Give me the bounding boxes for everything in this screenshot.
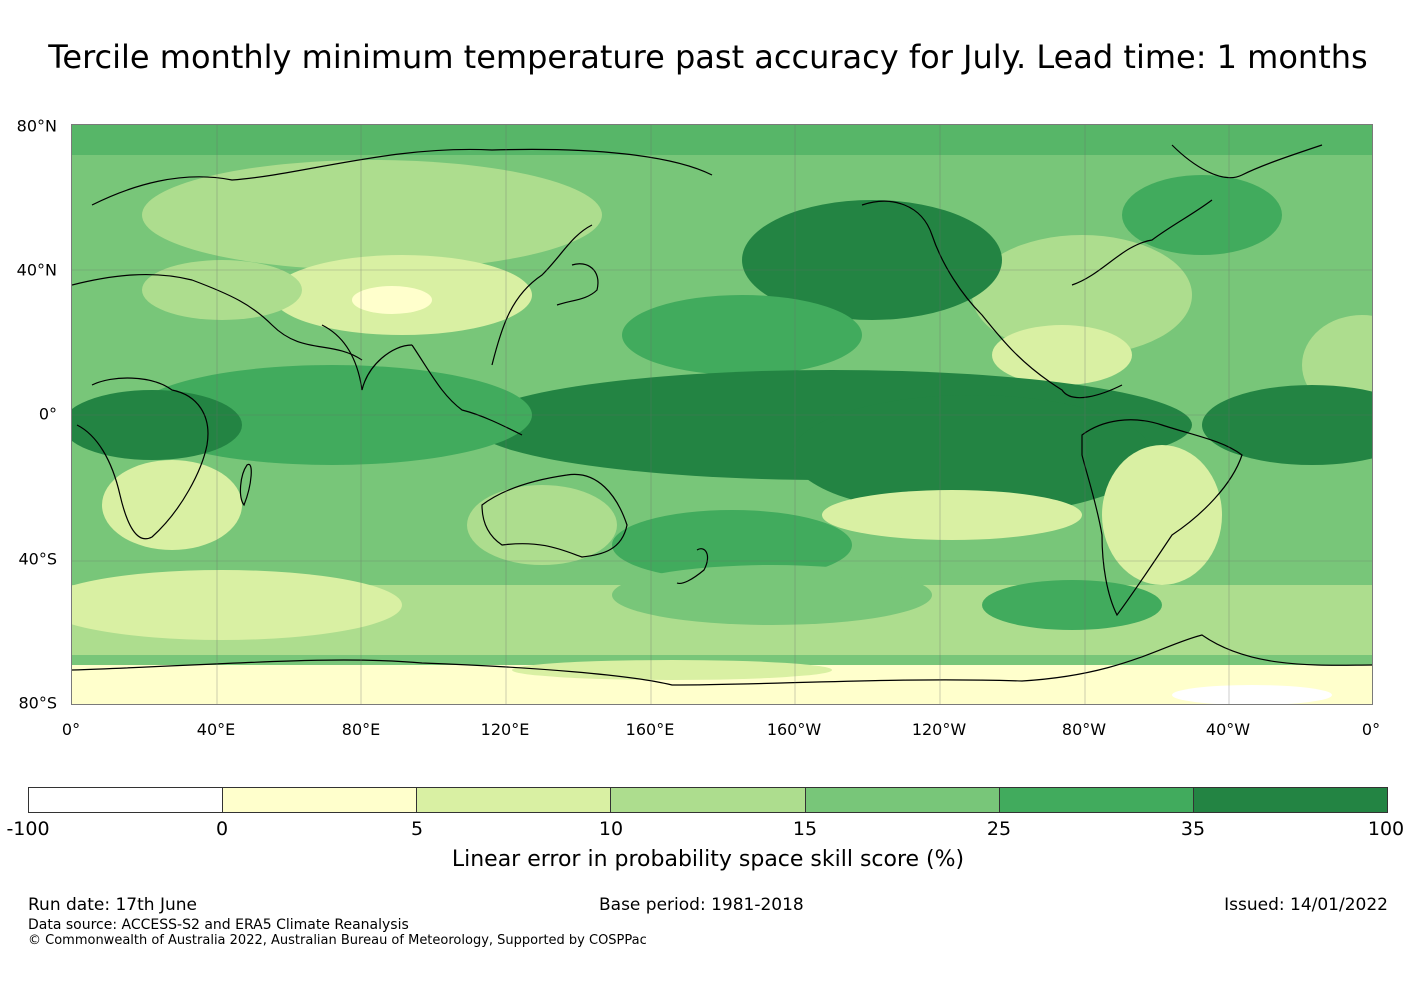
colorbar-tick-6: 25 — [986, 818, 1012, 840]
eurasia-north-coast — [91, 148, 713, 206]
north-atlantic-mid — [1122, 175, 1282, 255]
us-light — [992, 325, 1132, 385]
lon-label-80e: 80°E — [341, 720, 381, 739]
north-america-west-coast — [861, 200, 1123, 399]
run-date: Run date: 17th June — [28, 895, 197, 915]
southern-ocean-mid — [612, 565, 932, 625]
eurasia-light — [142, 160, 602, 270]
lon-label-120e: 120°E — [480, 720, 530, 739]
south-pacific-mid — [612, 510, 852, 580]
coastlines — [72, 144, 1372, 686]
china-coast — [491, 224, 593, 366]
southeast-asia-coast — [411, 344, 523, 436]
colorbar-tick-2: 0 — [215, 818, 229, 840]
colorbar-tick-1: -100 — [6, 818, 50, 840]
europe-light — [142, 260, 302, 320]
africa-south-light — [102, 460, 242, 550]
mediterranean-coast — [72, 273, 363, 361]
colorbar — [28, 787, 1388, 813]
colorbar-tick-5: 15 — [792, 818, 818, 840]
lon-label-120w: 120°W — [911, 720, 967, 739]
colorbar-segment-3 — [417, 788, 612, 812]
lon-label-40w: 40°W — [1205, 720, 1251, 739]
lat-label-40s: 40°S — [18, 549, 57, 569]
colorbar-segment-4 — [611, 788, 806, 812]
east-pacific-dark — [792, 395, 1152, 515]
south-america-coast — [1081, 419, 1243, 617]
australia-coast — [481, 473, 628, 558]
australia-light — [467, 485, 617, 565]
madagascar-coast — [239, 463, 252, 507]
antarctica-coast — [512, 660, 832, 680]
issued-date: Issued: 14/01/2022 — [1224, 895, 1388, 915]
lat-label-80s: 80°S — [18, 693, 57, 713]
greenland-coast — [1171, 144, 1323, 179]
colorbar-label: Linear error in probability space skill … — [451, 847, 965, 872]
lat-label-80n: 80°N — [16, 116, 57, 136]
japan-coast — [556, 263, 599, 306]
lon-label-80w: 80°W — [1061, 720, 1107, 739]
colorbar-segment-1 — [29, 788, 224, 812]
lon-label-160w: 160°W — [766, 720, 822, 739]
north-pacific-mid — [622, 295, 862, 375]
africa-coast — [76, 377, 209, 540]
north-america-light — [972, 235, 1192, 355]
lat-label-40n: 40°N — [16, 260, 57, 280]
north-america-east-coast — [1071, 199, 1213, 286]
drake-mid — [982, 580, 1162, 630]
colorbar-segment-7 — [1193, 788, 1387, 812]
tibet-pale — [352, 286, 432, 314]
colorbar-segment-5 — [805, 788, 1000, 812]
south-pacific-light — [822, 490, 1082, 540]
skill-score-map — [71, 124, 1373, 705]
atlantic-tropical-dark — [72, 390, 242, 460]
south-indian-light — [72, 570, 402, 640]
base-period: Base period: 1981-2018 — [599, 895, 804, 915]
new-zealand-coast — [676, 548, 709, 585]
arctic-band — [72, 125, 1372, 155]
lon-label-0-east: 0° — [1361, 720, 1381, 739]
colorbar-tick-8: 100 — [1367, 818, 1405, 840]
colorbar-segment-6 — [999, 788, 1194, 812]
north-pacific-dark — [742, 200, 1002, 320]
map-title: Tercile monthly minimum temperature past… — [48, 38, 1368, 76]
antarctica-coast-line — [72, 634, 1372, 686]
data-source: Data source: ACCESS-S2 and ERA5 Climate … — [28, 917, 409, 933]
colorbar-tick-7: 35 — [1180, 818, 1206, 840]
lon-label-0-west: 0° — [61, 720, 81, 739]
tropical-atlantic-dark — [1202, 385, 1372, 465]
map-canvas — [72, 125, 1372, 704]
lat-label-equator: 0° — [38, 404, 57, 424]
graticule — [72, 125, 1372, 704]
india-coast — [321, 324, 413, 391]
south-america-light — [1102, 445, 1222, 585]
lon-label-160e: 160°E — [625, 720, 675, 739]
copyright: © Commonwealth of Australia 2022, Austra… — [28, 933, 647, 948]
lon-label-40e: 40°E — [196, 720, 236, 739]
colorbar-tick-4: 10 — [598, 818, 624, 840]
colorbar-tick-3: 5 — [410, 818, 424, 840]
colorbar-segment-2 — [223, 788, 418, 812]
antarctica-white — [1172, 685, 1332, 704]
